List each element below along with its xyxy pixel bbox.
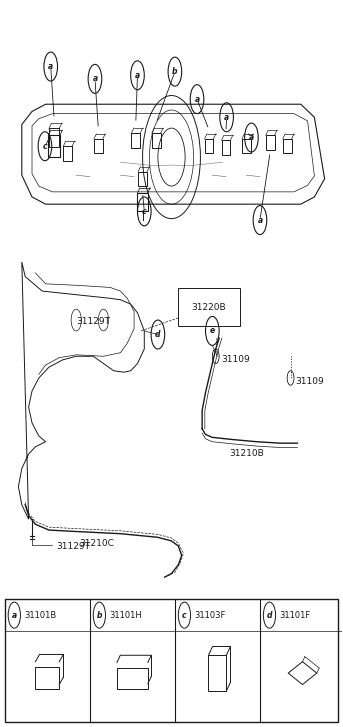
Text: 31101F: 31101F xyxy=(280,611,311,619)
Text: c: c xyxy=(142,207,146,216)
Text: a: a xyxy=(249,133,254,142)
Text: b: b xyxy=(172,67,178,76)
Text: d: d xyxy=(155,330,161,339)
Text: 31109: 31109 xyxy=(221,356,250,364)
Text: 31129T: 31129T xyxy=(76,317,110,326)
Text: a: a xyxy=(92,74,97,84)
Text: a: a xyxy=(257,216,262,225)
Text: 31220B: 31220B xyxy=(192,302,226,311)
Text: 31109: 31109 xyxy=(296,377,324,386)
Text: a: a xyxy=(194,95,200,104)
Text: c: c xyxy=(43,142,47,150)
Text: a: a xyxy=(224,113,229,121)
Text: c: c xyxy=(182,611,187,619)
Text: 31103F: 31103F xyxy=(194,611,226,619)
Text: 31210B: 31210B xyxy=(229,449,264,458)
Text: a: a xyxy=(12,611,17,619)
Text: 31129T: 31129T xyxy=(56,542,90,550)
Text: d: d xyxy=(267,611,272,619)
Text: e: e xyxy=(210,326,215,335)
Text: a: a xyxy=(135,71,140,80)
Text: 31101B: 31101B xyxy=(24,611,57,619)
Text: b: b xyxy=(97,611,102,619)
Text: 31210C: 31210C xyxy=(79,539,114,547)
Text: 31101H: 31101H xyxy=(109,611,142,619)
Text: a: a xyxy=(48,62,53,71)
